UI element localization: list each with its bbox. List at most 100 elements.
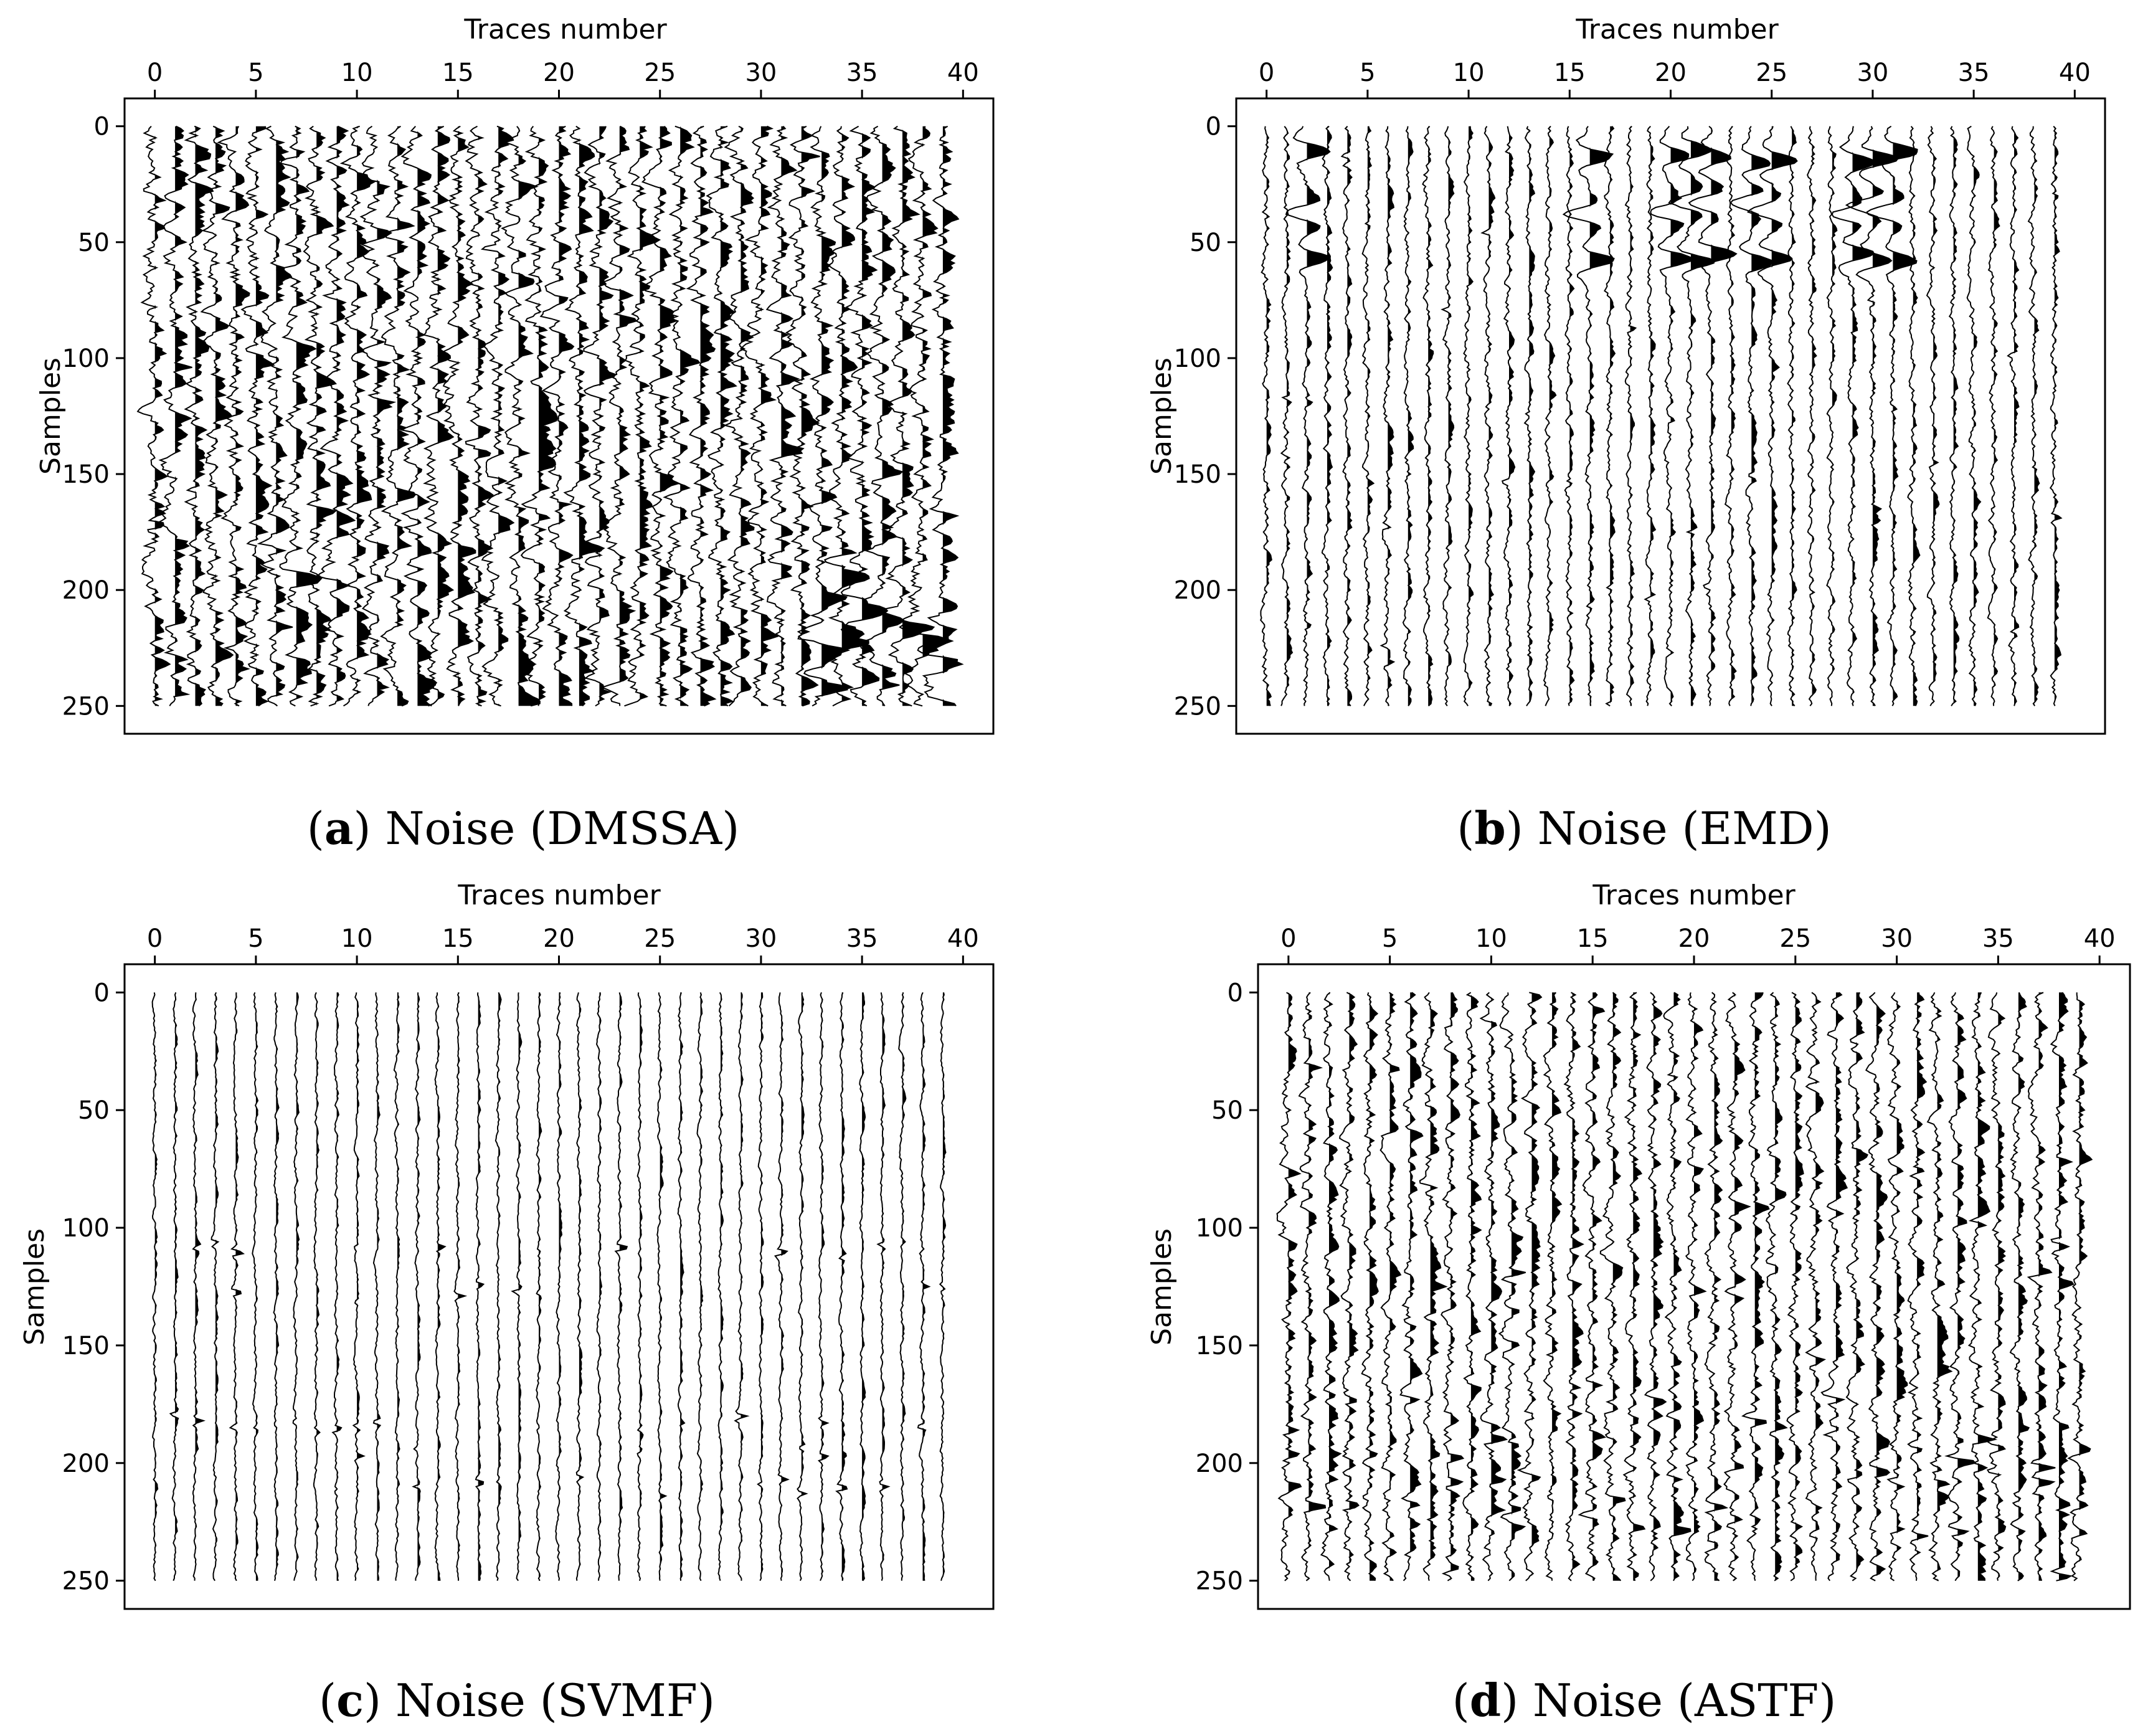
trace-39 [939, 992, 947, 1581]
trace-22 [595, 992, 603, 1581]
x-axis-ticks: 0 5 10 15 20 25 30 35 40 [1259, 59, 2091, 98]
trace-2 [192, 992, 206, 1581]
x-tick-label: 35 [1982, 924, 2014, 953]
x-tick-label: 15 [1577, 924, 1609, 953]
trace-24-fill [640, 126, 660, 706]
trace-23 [614, 992, 628, 1581]
trace-34 [1948, 126, 1960, 706]
trace-34 [835, 992, 848, 1581]
trace-26 [1787, 126, 1797, 706]
trace-18 [511, 992, 523, 1582]
x-tick-label: 35 [1958, 59, 1990, 87]
y-axis-ticks: 0 50 100 150 200 250 [62, 113, 125, 721]
trace-3 [1339, 992, 1360, 1582]
trace-0 [136, 126, 171, 707]
x-tick-label: 10 [341, 59, 373, 87]
x-tick-label: 0 [1259, 59, 1274, 87]
trace-3-fill [215, 126, 233, 706]
trace-27 [696, 992, 704, 1582]
trace-20 [539, 125, 575, 706]
trace-36 [859, 125, 905, 706]
x-tick-label: 40 [947, 924, 979, 953]
trace-29 [1865, 992, 1891, 1582]
y-tick-label: 50 [1211, 1096, 1243, 1125]
y-tick-label: 150 [62, 1332, 110, 1360]
trace-24 [1765, 992, 1788, 1582]
y-tick-label: 250 [1174, 692, 1221, 721]
trace-16 [1599, 992, 1626, 1582]
trace-group [151, 992, 947, 1582]
trace-23 [600, 125, 638, 706]
trace-20 [1650, 126, 1695, 706]
trace-35-fill [862, 126, 887, 706]
y-tick-label: 100 [1174, 344, 1221, 373]
x-axis-label: Traces number [1575, 14, 1779, 45]
trace-5 [1379, 992, 1402, 1582]
trace-11 [372, 992, 382, 1581]
trace-34-fill [1977, 992, 1995, 1581]
trace-30-fill [1872, 126, 1898, 706]
trace-19 [536, 992, 542, 1582]
trace-14 [423, 125, 455, 707]
trace-30 [1845, 126, 1899, 706]
trace-31 [1907, 992, 1929, 1581]
x-tick-label: 30 [745, 924, 777, 953]
trace-24 [624, 126, 661, 707]
trace-13 [400, 126, 438, 707]
trace-7-fill [1408, 126, 1414, 706]
panel-caption: (b) Noise (EMD) [1457, 802, 1831, 855]
trace-23-fill [619, 992, 627, 1581]
trace-36 [2009, 992, 2030, 1582]
trace-6 [1379, 126, 1396, 706]
y-axis-ticks: 0 50 100 150 200 250 [1174, 113, 1236, 721]
trace-35-fill [1998, 992, 2006, 1581]
trace-33-fill [1957, 992, 1976, 1581]
x-tick-label: 20 [543, 59, 575, 87]
trace-16 [1562, 126, 1615, 706]
y-axis-label: Samples [19, 1228, 50, 1345]
trace-16 [475, 992, 485, 1581]
trace-12-fill [397, 126, 415, 706]
trace-7-fill [1430, 992, 1446, 1581]
trace-19 [520, 126, 559, 706]
trace-26 [663, 125, 701, 707]
trace-7-fill [296, 992, 300, 1581]
x-tick-label: 40 [947, 59, 979, 87]
trace-21 [563, 125, 605, 707]
y-tick-label: 50 [1190, 229, 1221, 257]
trace-38-fill [922, 126, 952, 706]
trace-38 [899, 126, 954, 707]
panel-caption: (d) Noise (ASTF) [1452, 1674, 1837, 1727]
y-tick-label: 0 [94, 979, 110, 1007]
trace-9-fill [1470, 992, 1481, 1581]
trace-4 [1340, 126, 1353, 706]
trace-4-fill [235, 126, 250, 706]
caption-title: Noise (SVMF) [395, 1674, 715, 1727]
trace-27-fill [700, 126, 715, 706]
trace-28 [717, 992, 724, 1582]
y-tick-label: 150 [1174, 460, 1221, 489]
trace-23 [1724, 126, 1737, 706]
trace-4 [1361, 992, 1379, 1581]
x-tick-label: 10 [1475, 924, 1507, 953]
trace-38 [2027, 126, 2040, 706]
y-axis-ticks: 0 50 100 150 200 250 [1196, 979, 1258, 1596]
trace-2-fill [195, 126, 213, 706]
trace-1-fill [1308, 992, 1326, 1581]
trace-5-fill [255, 126, 274, 706]
trace-14-fill [437, 126, 453, 706]
trace-37 [898, 992, 907, 1581]
x-tick-label: 25 [644, 59, 676, 87]
trace-26 [677, 992, 686, 1581]
caption-letter: a [324, 802, 354, 855]
x-tick-label: 40 [2059, 59, 2091, 87]
trace-19 [1644, 126, 1657, 706]
trace-15 [1578, 992, 1607, 1582]
trace-9 [316, 125, 356, 707]
x-tick-label: 30 [745, 59, 777, 87]
x-tick-label: 30 [1857, 59, 1888, 87]
y-tick-label: 200 [62, 576, 110, 605]
trace-10 [1479, 992, 1508, 1582]
trace-18-fill [518, 126, 540, 706]
